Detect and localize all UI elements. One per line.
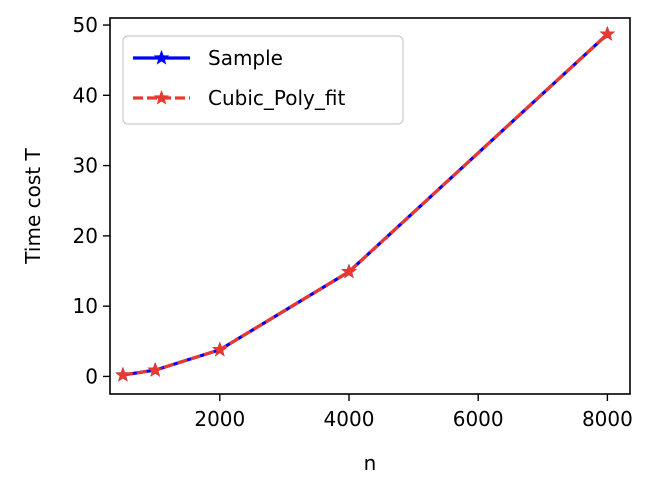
series-1-point: [341, 263, 357, 279]
series-1-point: [115, 366, 131, 382]
y-tick-label: 10: [73, 294, 98, 318]
legend-marker-0: [153, 49, 170, 65]
y-tick-label: 50: [73, 13, 98, 37]
x-tick-label: 4000: [324, 407, 375, 431]
series-layer: [115, 26, 616, 382]
legend-label-1: Cubic_Poly_fit: [208, 86, 345, 110]
series-1-point: [212, 341, 228, 357]
x-axis-ticks: 2000 4000 6000 8000: [194, 394, 633, 431]
y-axis-title: Time cost T: [21, 148, 45, 265]
x-axis-title: n: [364, 451, 377, 475]
x-tick-label: 8000: [582, 407, 633, 431]
y-tick-label: 30: [73, 154, 98, 178]
series-1-point: [599, 26, 616, 41]
y-tick-label: 20: [73, 224, 98, 248]
x-tick-label: 2000: [194, 407, 245, 431]
y-tick-label: 40: [73, 83, 98, 107]
series-1-point: [147, 361, 163, 377]
x-tick-label: 6000: [453, 407, 504, 431]
y-axis-ticks: 0 10 20 30 40 50: [73, 13, 110, 388]
legend-marker-1: [153, 89, 170, 105]
legend: Sample Cubic_Poly_fit: [122, 35, 404, 125]
legend-box: [122, 35, 404, 125]
y-tick-label: 0: [85, 364, 98, 388]
legend-label-0: Sample: [208, 46, 283, 70]
